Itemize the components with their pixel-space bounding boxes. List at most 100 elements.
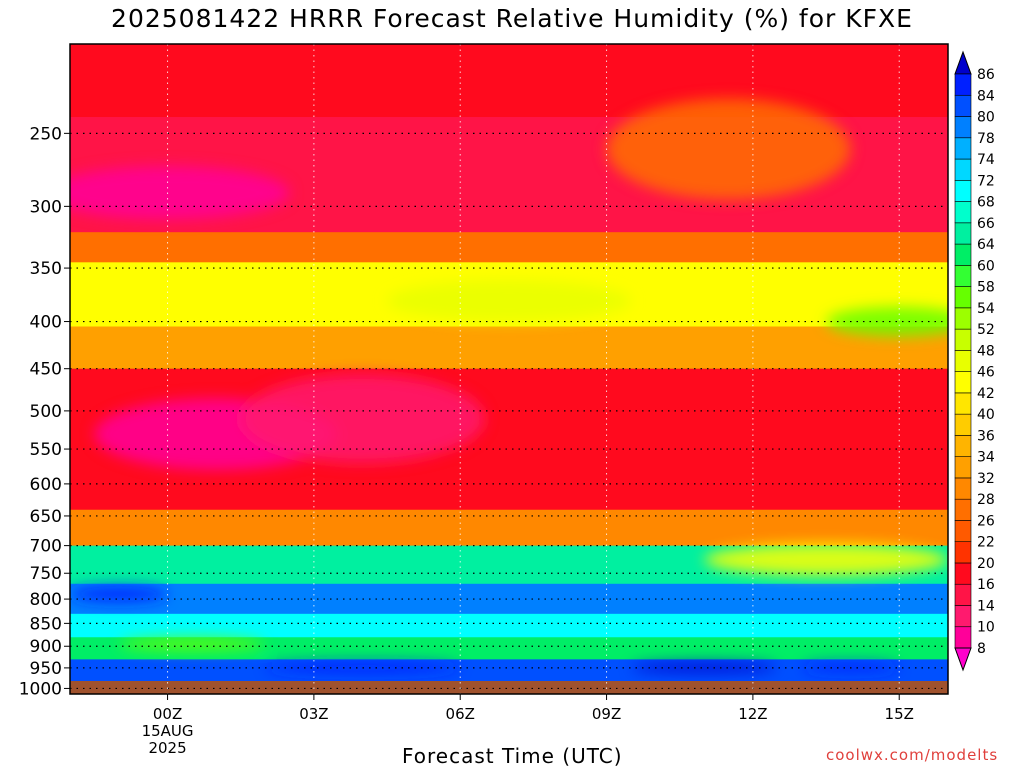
- humidity-layer-10: [70, 637, 948, 660]
- colorbar-tick-label: 52: [977, 322, 995, 338]
- colorbar-tick-label: 66: [977, 216, 995, 232]
- humidity-feature-9: [630, 662, 778, 673]
- y-tick-label: 350: [30, 259, 62, 279]
- colorbar-tick-label: 58: [977, 280, 995, 296]
- colorbar-tick-label: 74: [977, 152, 995, 168]
- grid-lines: [70, 44, 948, 694]
- humidity-features: [70, 98, 948, 673]
- colorbar-tick-label: 80: [977, 110, 995, 126]
- colorbar-tick-label: 42: [977, 386, 995, 402]
- y-tick-label: 650: [30, 507, 62, 527]
- y-tick-label: 900: [30, 637, 62, 657]
- humidity-feature-2: [240, 374, 485, 464]
- colorbar-bin: [954, 286, 972, 309]
- humidity-layer-2: [70, 232, 948, 263]
- humidity-feature-0: [70, 166, 290, 220]
- credit-text: coolwx.com/modelts: [826, 746, 999, 764]
- colorbar-tick-label: 32: [977, 471, 995, 487]
- colorbar-bin: [954, 562, 972, 585]
- colorbar-tick-label: 68: [977, 195, 995, 211]
- y-tick-label: 850: [30, 614, 62, 634]
- x-tick-label: 06Z: [446, 705, 475, 723]
- colorbar-tick-label: 40: [977, 407, 995, 423]
- colorbar-tick-label: 72: [977, 173, 995, 189]
- colorbar-bin: [954, 137, 972, 160]
- humidity-feature-7: [118, 637, 266, 651]
- colorbar-bin: [954, 626, 972, 649]
- colorbar-bin: [954, 243, 972, 266]
- colorbar-bin: [954, 158, 972, 181]
- humidity-feature-3: [606, 98, 851, 200]
- y-tick-label: 300: [30, 197, 62, 217]
- y-tick-label: 600: [30, 475, 62, 495]
- colorbar-bin: [954, 605, 972, 628]
- y-tick-label: 750: [30, 564, 62, 584]
- humidity-feature-4: [387, 280, 631, 322]
- colorbar-bin: [954, 520, 972, 543]
- y-tick-label: 400: [30, 313, 62, 333]
- colorbar-bin: [954, 583, 972, 606]
- x-tick-label: 15Z: [885, 705, 914, 723]
- colorbar-tick-label: 28: [977, 492, 995, 508]
- colorbar-bin: [954, 498, 972, 521]
- x-tick-label: 12Z: [738, 705, 767, 723]
- colorbar-tick-label: 14: [977, 598, 995, 614]
- chart-title: 2025081422 HRRR Forecast Relative Humidi…: [111, 4, 913, 33]
- colorbar-bin: [954, 350, 972, 372]
- colorbar-bin: [954, 307, 972, 330]
- colorbar-bin: [954, 116, 972, 139]
- colorbar-tick-label: 10: [977, 620, 995, 636]
- y-tick-label: 500: [30, 402, 62, 422]
- colorbar-extend-bottom: [954, 647, 972, 672]
- colorbar-tick-label: 26: [977, 513, 995, 529]
- humidity-layer-8: [70, 583, 948, 615]
- colorbar-tick-label: 60: [977, 258, 995, 274]
- colorbar-bin: [954, 265, 972, 287]
- x-tick-label: 00Z: [153, 705, 182, 723]
- y-tick-label: 550: [30, 440, 62, 460]
- colorbar-bin: [954, 435, 972, 457]
- colorbar-tick-label: 34: [977, 450, 995, 466]
- colorbar-bin: [954, 541, 972, 564]
- y-tick-label: 250: [30, 124, 62, 144]
- y-tick-label: 700: [30, 537, 62, 557]
- y-tick-label: 1000: [19, 679, 62, 699]
- y-tick-label: 800: [30, 590, 62, 610]
- colorbar-tick-label: 22: [977, 535, 995, 551]
- humidity-feature-11: [70, 586, 168, 602]
- colorbar-tick-label: 48: [977, 343, 995, 359]
- x-date-label: 15AUG: [142, 722, 194, 740]
- y-tick-label: 950: [30, 659, 62, 679]
- humidity-feature-5: [826, 306, 948, 337]
- colorbar-tick-label: 16: [977, 577, 995, 593]
- colorbar-tick-label: 86: [977, 67, 995, 83]
- colorbar-bin: [954, 328, 972, 351]
- colorbar-bin: [954, 392, 972, 415]
- colorbar: 8 10 14 16 20 22 26 28 32 34 36 40 42 46 48 52 54 58 60 64 6…: [954, 50, 995, 672]
- colorbar-extend-top: [954, 50, 972, 75]
- colorbar-tick-label: 84: [977, 88, 995, 104]
- humidity-layer-4: [70, 326, 948, 370]
- colorbar-bin: [954, 222, 972, 245]
- humidity-layer-6: [70, 509, 948, 547]
- x-tick-label: 09Z: [592, 705, 621, 723]
- y-tick-label: 450: [30, 360, 62, 380]
- colorbar-bin: [954, 94, 972, 117]
- plot-area: [70, 44, 948, 694]
- colorbar-tick-label: 46: [977, 365, 995, 381]
- colorbar-tick-label: 78: [977, 131, 995, 147]
- colorbar-bin: [954, 371, 972, 394]
- humidity-feature-6: [704, 543, 948, 576]
- colorbar-bin: [954, 477, 972, 500]
- colorbar-tick-label: 20: [977, 556, 995, 572]
- colorbar-tick-label: 64: [977, 237, 995, 253]
- x-axis-label: Forecast Time (UTC): [402, 744, 623, 768]
- x-date-label: 2025: [148, 739, 186, 757]
- humidity-layer-9: [70, 613, 948, 638]
- colorbar-bin: [954, 201, 972, 224]
- y-axis: 250 300 350 400 450 500 550 600 650 700 750 800 850 9…: [19, 124, 70, 699]
- colorbar-bin: [954, 179, 972, 202]
- colorbar-tick-label: 8: [977, 641, 986, 657]
